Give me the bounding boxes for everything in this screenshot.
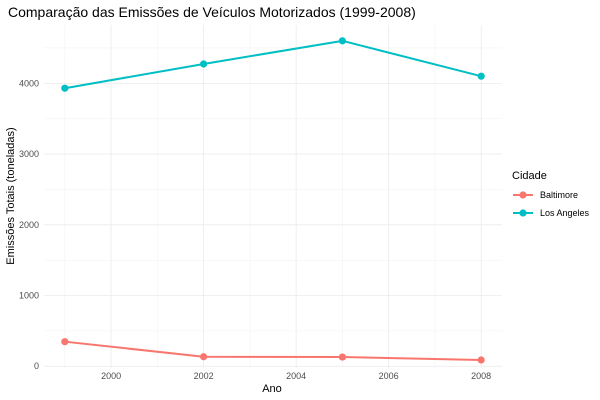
y-axis-ticks: 0 1000 2000 3000 4000: [19, 78, 39, 371]
legend-key-point: [519, 191, 527, 199]
series-los-angeles: [61, 37, 485, 92]
series-baltimore: [61, 338, 485, 364]
x-tick-label: 2004: [286, 371, 306, 381]
y-tick-label: 1000: [19, 291, 39, 301]
legend-item-baltimore: Baltimore: [513, 190, 578, 200]
x-axis-title: Ano: [262, 383, 282, 395]
legend-key-point: [519, 209, 527, 217]
data-point-baltimore: [200, 353, 208, 361]
x-tick-label: 2008: [471, 371, 491, 381]
series-line-baltimore: [64, 340, 482, 362]
series-line-los-angeles: [64, 39, 482, 90]
data-point-los-angeles: [200, 60, 208, 68]
y-tick-label: 0: [34, 361, 39, 371]
data-point-los-angeles: [338, 37, 346, 45]
data-point-baltimore: [338, 353, 346, 361]
data-point-los-angeles: [477, 72, 485, 80]
data-point-baltimore: [477, 356, 485, 364]
x-tick-label: 2002: [194, 371, 214, 381]
legend-title: Cidade: [512, 170, 547, 182]
y-axis-title: Emissões Totais (toneladas): [5, 127, 17, 264]
x-tick-label: 2006: [379, 371, 399, 381]
y-tick-label: 2000: [19, 220, 39, 230]
legend: Cidade Baltimore Los Angeles: [512, 170, 590, 218]
series-layer: [61, 37, 485, 364]
x-axis-ticks: 2000 2002 2004 2006 2008: [101, 371, 491, 381]
legend-label: Los Angeles: [540, 208, 590, 218]
chart-title: Comparação das Emissões de Veículos Moto…: [8, 4, 416, 20]
y-tick-label: 3000: [19, 149, 39, 159]
data-point-baltimore: [61, 338, 69, 346]
data-point-los-angeles: [61, 84, 69, 92]
legend-label: Baltimore: [540, 190, 578, 200]
y-tick-label: 4000: [19, 78, 39, 88]
legend-item-los-angeles: Los Angeles: [513, 208, 590, 218]
x-tick-label: 2000: [101, 371, 121, 381]
legend-items: Baltimore Los Angeles: [513, 190, 590, 218]
plot-grid: [44, 25, 502, 368]
